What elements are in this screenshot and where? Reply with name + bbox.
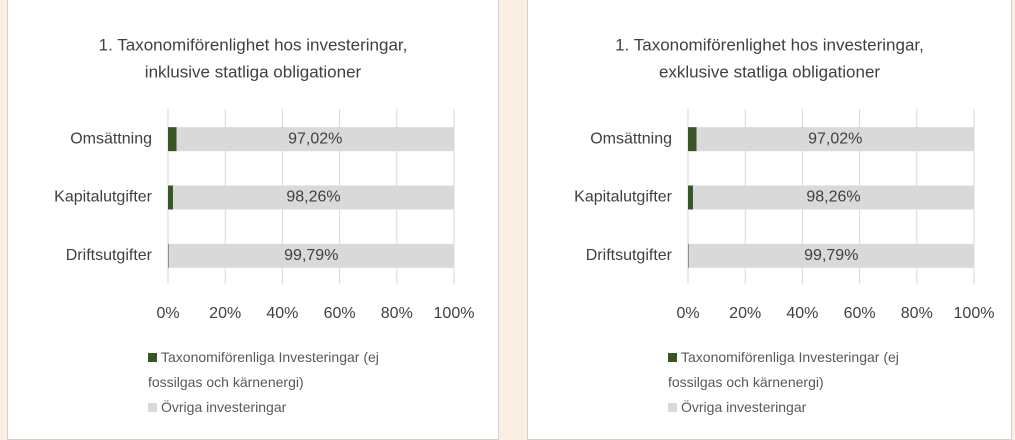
bar-segment bbox=[696, 127, 974, 152]
chart: 1. Taxonomiförenlighet hos investeringar… bbox=[574, 35, 995, 322]
x-tick-label: 0% bbox=[156, 305, 179, 322]
data-label: 97,02% bbox=[808, 130, 862, 147]
legend-swatch bbox=[668, 403, 677, 412]
x-tick-label: 20% bbox=[209, 305, 241, 322]
legend: Taxonomiförenliga Investeringar (ej foss… bbox=[668, 345, 913, 420]
chart-title: inklusive statliga obligationer bbox=[145, 62, 362, 81]
bar-segment bbox=[168, 243, 455, 268]
x-tick-label: 80% bbox=[901, 305, 933, 322]
legend-item: Taxonomiförenliga Investeringar (ej foss… bbox=[668, 345, 913, 395]
x-tick-label: 20% bbox=[729, 305, 761, 322]
legend-item: Taxonomiförenliga Investeringar (ej foss… bbox=[148, 345, 393, 395]
bar-segment bbox=[168, 185, 173, 210]
x-tick-label: 60% bbox=[324, 305, 356, 322]
chart-title: exklusive statliga obligationer bbox=[659, 62, 880, 81]
y-tick-label: Omsättning bbox=[590, 130, 672, 147]
chart: 1. Taxonomiförenlighet hos investeringar… bbox=[54, 35, 475, 322]
data-label: 98,26% bbox=[806, 189, 860, 206]
chart-title: 1. Taxonomiförenlighet hos investeringar… bbox=[99, 35, 408, 54]
legend-swatch bbox=[668, 353, 677, 362]
legend-swatch bbox=[148, 353, 157, 362]
legend-label: Taxonomiförenliga Investeringar (ej foss… bbox=[668, 349, 899, 390]
x-tick-label: 100% bbox=[954, 305, 995, 322]
bar-segment bbox=[688, 185, 693, 210]
y-tick-label: Driftsutgifter bbox=[586, 247, 673, 264]
bar-segment bbox=[692, 185, 974, 210]
x-tick-label: 100% bbox=[434, 305, 475, 322]
data-label: 99,79% bbox=[284, 247, 338, 264]
x-tick-label: 80% bbox=[381, 305, 413, 322]
x-tick-label: 0% bbox=[676, 305, 699, 322]
chart-panel: 1. Taxonomiförenlighet hos investeringar… bbox=[7, 0, 499, 440]
data-label: 99,79% bbox=[804, 247, 858, 264]
bar-segment bbox=[176, 127, 454, 152]
legend-label: Övriga investeringar bbox=[681, 399, 807, 415]
y-tick-label: Kapitalutgifter bbox=[54, 189, 153, 206]
bar-segment bbox=[168, 243, 169, 268]
bar-segment bbox=[688, 243, 689, 268]
bar-segment bbox=[688, 243, 974, 268]
page: 1. Taxonomiförenlighet hos investeringar… bbox=[7, 0, 1012, 440]
data-label: 98,26% bbox=[286, 189, 340, 206]
legend-swatch bbox=[148, 403, 157, 412]
chart-title: 1. Taxonomiförenlighet hos investeringar… bbox=[615, 35, 924, 54]
y-tick-label: Kapitalutgifter bbox=[574, 189, 673, 206]
y-tick-label: Omsättning bbox=[70, 130, 152, 147]
bar-segment bbox=[168, 127, 177, 152]
data-label: 97,02% bbox=[288, 130, 342, 147]
bar-segment bbox=[172, 185, 455, 210]
chart-panel: 1. Taxonomiförenlighet hos investeringar… bbox=[527, 0, 1012, 440]
y-tick-label: Driftsutgifter bbox=[66, 247, 153, 264]
legend-label: Övriga investeringar bbox=[161, 399, 287, 415]
bar-segment bbox=[688, 127, 697, 152]
legend: Taxonomiförenliga Investeringar (ej foss… bbox=[148, 345, 393, 420]
x-tick-label: 40% bbox=[266, 305, 298, 322]
x-tick-label: 60% bbox=[844, 305, 876, 322]
legend-label: Taxonomiförenliga Investeringar (ej foss… bbox=[148, 349, 379, 390]
x-tick-label: 40% bbox=[786, 305, 818, 322]
legend-item: Övriga investeringar bbox=[148, 395, 393, 420]
legend-item: Övriga investeringar bbox=[668, 395, 913, 420]
